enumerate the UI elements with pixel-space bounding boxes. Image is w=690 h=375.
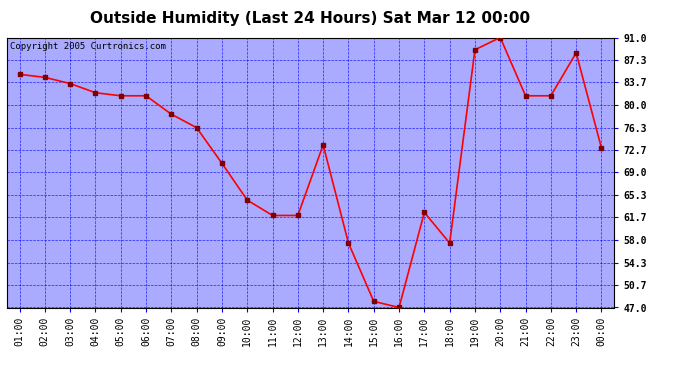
Text: Copyright 2005 Curtronics.com: Copyright 2005 Curtronics.com bbox=[10, 42, 166, 51]
Text: Outside Humidity (Last 24 Hours) Sat Mar 12 00:00: Outside Humidity (Last 24 Hours) Sat Mar… bbox=[90, 11, 531, 26]
